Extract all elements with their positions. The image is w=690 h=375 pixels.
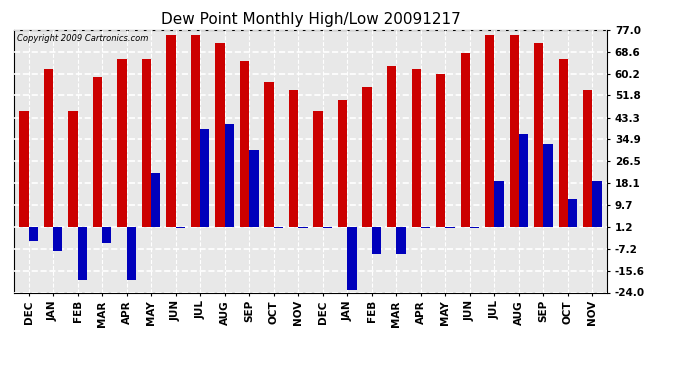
Text: Copyright 2009 Cartronics.com: Copyright 2009 Cartronics.com xyxy=(17,34,148,43)
Bar xyxy=(117,58,126,227)
Bar xyxy=(362,87,372,227)
Bar xyxy=(396,227,406,254)
Bar xyxy=(151,173,161,227)
Title: Dew Point Monthly High/Low 20091217: Dew Point Monthly High/Low 20091217 xyxy=(161,12,460,27)
Bar xyxy=(436,74,445,227)
Bar xyxy=(298,227,308,228)
Bar xyxy=(470,227,479,228)
Bar xyxy=(338,100,347,227)
Bar xyxy=(176,227,185,228)
Bar xyxy=(249,150,259,227)
Bar xyxy=(495,181,504,227)
Bar xyxy=(240,61,249,227)
Bar xyxy=(593,181,602,227)
Bar xyxy=(559,58,568,227)
Bar xyxy=(519,134,529,227)
Bar xyxy=(274,227,283,228)
Bar xyxy=(387,66,396,227)
Bar xyxy=(485,35,495,227)
Bar xyxy=(568,199,578,227)
Bar xyxy=(142,58,151,227)
Bar xyxy=(421,227,430,228)
Bar xyxy=(215,43,225,227)
Bar xyxy=(264,82,274,227)
Bar xyxy=(411,69,421,227)
Bar xyxy=(225,124,234,227)
Bar xyxy=(323,227,332,228)
Bar xyxy=(544,144,553,227)
Bar xyxy=(53,227,62,251)
Bar xyxy=(102,227,111,243)
Bar xyxy=(92,77,102,227)
Bar xyxy=(534,43,544,227)
Bar xyxy=(347,227,357,290)
Bar xyxy=(191,35,200,227)
Bar xyxy=(19,111,28,227)
Bar xyxy=(200,129,210,227)
Bar xyxy=(289,90,298,227)
Bar xyxy=(510,35,519,227)
Bar xyxy=(28,227,38,240)
Bar xyxy=(126,227,136,279)
Bar xyxy=(313,111,323,227)
Bar xyxy=(43,69,53,227)
Bar xyxy=(583,90,593,227)
Bar xyxy=(372,227,381,254)
Bar xyxy=(166,35,176,227)
Bar xyxy=(77,227,87,279)
Bar xyxy=(68,111,77,227)
Bar xyxy=(460,53,470,227)
Bar xyxy=(445,227,455,228)
